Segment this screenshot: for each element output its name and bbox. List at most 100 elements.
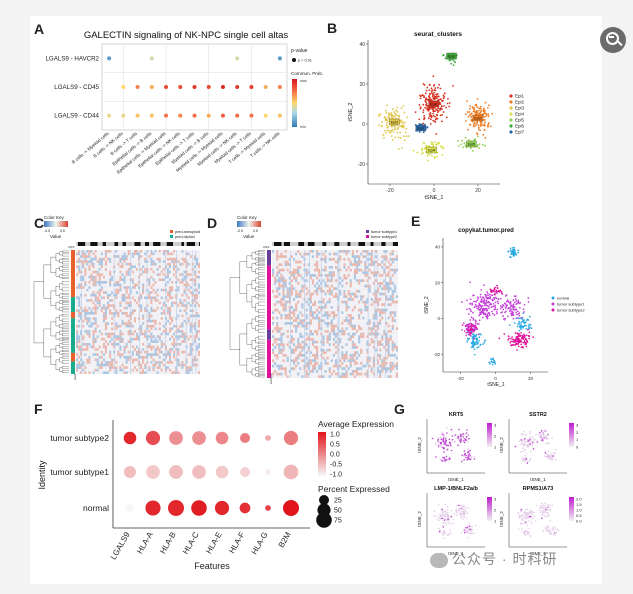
heatmap-cell-low: [326, 348, 329, 352]
panel-e-point: [520, 346, 523, 349]
heatmap-cell-low: [328, 279, 331, 282]
heatmap-cell-high: [353, 327, 356, 330]
panel-f-color-scale: [318, 432, 326, 476]
heatmap-cell-high: [379, 356, 382, 360]
heatmap-cell-low: [301, 340, 304, 344]
heatmap-cell-low: [197, 345, 200, 349]
heatmap-cell-high: [320, 375, 323, 378]
heatmap-cell-high: [360, 351, 363, 354]
heatmap-cell-high: [197, 304, 200, 307]
heatmap-cell-low: [152, 335, 155, 338]
panel-g-point: [519, 451, 522, 453]
heatmap-cell-low: [181, 324, 184, 328]
heatmap-cell-high: [195, 301, 198, 305]
heatmap-cell-high: [142, 343, 145, 346]
heatmap-cell-high: [332, 258, 335, 261]
heatmap-cell-low: [391, 260, 394, 264]
heatmap-cell-low: [290, 351, 293, 354]
heatmap-cell-high: [305, 338, 308, 341]
heatmap-cell-high: [286, 290, 289, 293]
heatmap-cell-high: [119, 278, 122, 281]
panel-b-point: [435, 133, 438, 135]
heatmap-cell-high: [335, 324, 338, 328]
heatmap-cell-high: [280, 316, 283, 320]
heatmap-cell-high: [324, 351, 327, 354]
heatmap-cell-low: [119, 304, 122, 307]
panel-g-point: [460, 432, 462, 435]
heatmap-cell-high: [109, 273, 112, 276]
panel-g-point: [534, 438, 536, 441]
heatmap-cell-high: [309, 359, 312, 362]
heatmap-cell-low: [94, 299, 97, 302]
heatmap-cell-high: [185, 293, 188, 297]
panel-b-point: [416, 151, 419, 154]
panel-a-point: [164, 113, 169, 118]
heatmap-cell-high: [290, 284, 293, 288]
heatmap-cell-high: [181, 330, 184, 333]
heatmap-cell-low: [185, 312, 188, 315]
heatmap-cell-low: [82, 363, 85, 367]
heatmap-cell-low: [84, 252, 87, 256]
panel-b-point: [475, 109, 478, 112]
heatmap-cell-low: [144, 252, 147, 256]
heatmap-cell-low: [326, 314, 329, 317]
panel-e-point: [504, 317, 507, 320]
heatmap-cell-low: [150, 353, 153, 356]
heatmap-cell-low: [322, 319, 325, 322]
panel-b-point: [385, 124, 388, 127]
panel-f-dot: [169, 431, 183, 445]
heatmap-cell-low: [301, 324, 304, 328]
heatmap-cell-low: [290, 359, 293, 362]
panel-e-point: [466, 299, 468, 302]
heatmap-cell-high: [86, 255, 89, 258]
heatmap-cell-low: [154, 337, 157, 341]
panel-e-point: [496, 287, 499, 290]
heatmap-cell-high: [185, 366, 188, 369]
heatmap-cell-high: [109, 304, 112, 307]
heatmap-cell-low: [297, 295, 300, 298]
heatmap-cell-high: [360, 332, 363, 336]
heatmap-cell-high: [111, 366, 114, 369]
panel-b-point: [399, 137, 402, 139]
heatmap-cell-high: [328, 314, 331, 317]
heatmap-cell-low: [166, 270, 169, 274]
heatmap-cell-low: [173, 324, 176, 328]
panel-g-ylabel: tSNE_2: [417, 437, 422, 453]
heatmap-cell-high: [341, 332, 344, 336]
panel-b-point: [480, 121, 483, 124]
heatmap-cell-high: [391, 364, 394, 368]
heatmap-cell-low: [125, 371, 128, 374]
heatmap-cell-high: [193, 322, 196, 325]
panel-e-point: [522, 312, 525, 315]
panel-e-point: [481, 310, 484, 312]
panel-b-point: [398, 115, 401, 117]
heatmap-cell-low: [162, 260, 165, 263]
heatmap-cell-high: [104, 350, 107, 354]
heatmap-cell-high: [335, 364, 338, 368]
panel-e-point: [475, 343, 477, 346]
heatmap-cell-high: [94, 330, 97, 333]
heatmap-cell-high: [372, 332, 375, 336]
heatmap-cell-low: [351, 316, 354, 320]
heatmap-cell-high: [320, 367, 323, 370]
heatmap-cell-high: [324, 306, 327, 309]
heatmap-cell-high: [135, 368, 138, 372]
heatmap-cell-low: [385, 370, 388, 373]
heatmap-cell-high: [370, 338, 373, 341]
panel-e-point: [523, 340, 526, 342]
panel-g-scale-label: 3: [576, 423, 579, 428]
panel-e-point: [486, 316, 488, 319]
heatmap-cell-low: [341, 279, 344, 282]
heatmap-cell-low: [280, 338, 283, 341]
heatmap-cell-low: [191, 363, 194, 367]
panel-b-point: [403, 139, 406, 142]
heatmap-cell-low: [88, 355, 91, 359]
panel-b-point: [428, 95, 431, 97]
panel-b-point: [448, 102, 451, 104]
panel-e-point: [514, 295, 517, 297]
heatmap-cell-high: [160, 270, 163, 274]
heatmap-cell-low: [156, 335, 159, 338]
heatmap-cell-high: [280, 303, 283, 306]
heatmap-cell-high: [374, 295, 377, 298]
